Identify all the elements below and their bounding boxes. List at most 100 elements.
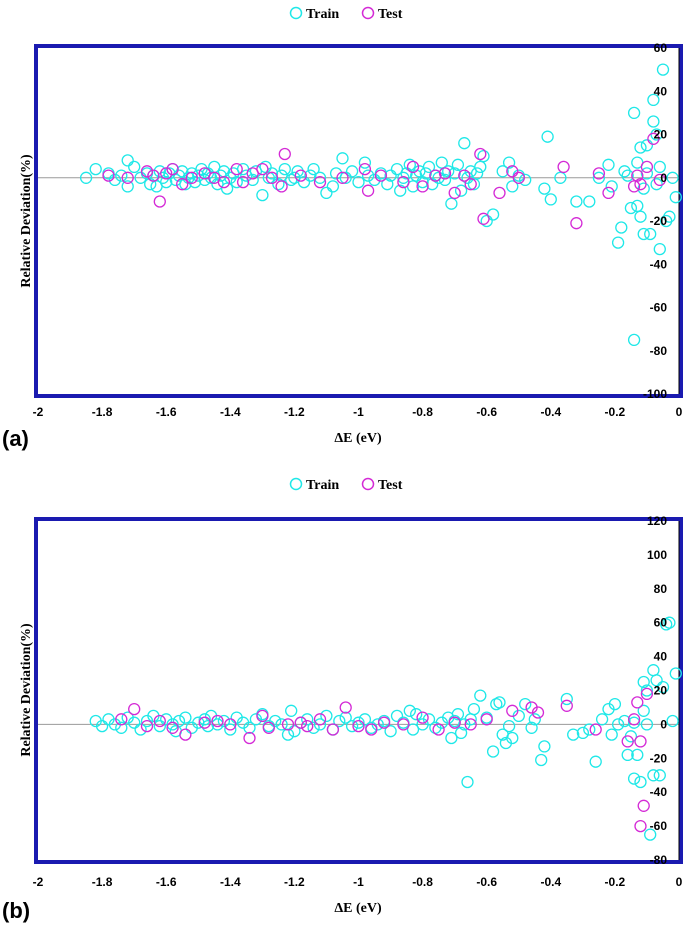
train-point xyxy=(663,210,676,223)
test-point xyxy=(211,714,224,728)
test-point xyxy=(560,699,573,712)
x-tick-label: -1.4 xyxy=(220,405,241,419)
train-point xyxy=(653,160,666,174)
test-point xyxy=(631,696,644,709)
legend-train-label: Train xyxy=(306,7,339,22)
train-point xyxy=(361,169,375,182)
x-tick-label: -0.2 xyxy=(605,405,626,419)
test-point xyxy=(647,132,660,145)
test-point xyxy=(301,719,314,733)
train-point xyxy=(669,667,682,680)
y-tick-label: 40 xyxy=(654,84,668,98)
panel-label-a: (a) xyxy=(2,426,29,451)
y-tick-label: 20 xyxy=(654,128,668,142)
test-point xyxy=(198,716,211,729)
y-ticks-b: -80 -60 -40 -20 0 20 40 60 80 100 120 xyxy=(647,514,667,867)
y-tick-label: -20 xyxy=(650,214,668,228)
train-point xyxy=(502,719,516,733)
test-point xyxy=(115,713,128,726)
train-point xyxy=(307,721,320,734)
x-tick-label: -0.6 xyxy=(476,875,497,889)
y-axis-label-a: Relative Deviation(%) xyxy=(19,154,34,288)
train-point xyxy=(634,141,647,154)
train-point xyxy=(605,180,618,193)
x-tick-label: -1.2 xyxy=(284,405,305,419)
train-point xyxy=(422,160,436,174)
legend-test-label: Test xyxy=(378,478,403,493)
test-point xyxy=(153,195,166,208)
train-point xyxy=(637,675,650,689)
train-point xyxy=(519,173,532,187)
test-point xyxy=(160,167,173,180)
train-point xyxy=(345,719,359,733)
train-point xyxy=(567,728,580,741)
train-point xyxy=(198,713,211,726)
train-point xyxy=(506,180,519,193)
train-point xyxy=(384,169,397,182)
train-point xyxy=(576,726,590,740)
test-point xyxy=(278,147,291,161)
train-point xyxy=(611,718,625,731)
train-point xyxy=(394,184,407,197)
train-point xyxy=(243,721,256,734)
train-point xyxy=(541,130,554,143)
x-axis-label-a: ΔE (eV) xyxy=(334,431,382,446)
test-point xyxy=(474,147,487,161)
test-point xyxy=(275,180,288,193)
test-point xyxy=(397,175,410,189)
train-point xyxy=(134,723,147,736)
x-tick-label: -0.4 xyxy=(540,875,561,889)
train-point xyxy=(368,173,381,187)
test-point xyxy=(352,719,365,733)
test-point xyxy=(281,718,295,731)
test-point xyxy=(377,716,391,729)
test-point xyxy=(313,175,327,189)
train-point xyxy=(493,696,506,709)
test-point xyxy=(166,721,179,734)
train-point xyxy=(640,167,654,180)
marks-a xyxy=(38,48,682,394)
train-point xyxy=(285,704,298,717)
panel-b: Train Test -2 -1.8 -1.6 -1.4 -1.2 -1 -0.8 -0.6-… xyxy=(2,477,683,923)
y-tick-label: 20 xyxy=(654,684,668,698)
test-point xyxy=(637,799,650,812)
train-point xyxy=(621,169,634,182)
y-tick-label: 100 xyxy=(647,548,667,562)
test-point xyxy=(265,171,279,184)
test-point xyxy=(493,186,506,200)
test-point xyxy=(140,165,154,178)
train-point xyxy=(416,175,429,189)
y-tick-label: -80 xyxy=(650,344,668,358)
train-point xyxy=(624,201,638,215)
test-point xyxy=(230,162,243,176)
y-tick-label: -60 xyxy=(650,301,668,315)
train-point xyxy=(627,772,641,785)
test-point xyxy=(397,718,410,731)
train-point xyxy=(435,156,448,169)
train-point xyxy=(281,728,295,741)
y-tick-label: -40 xyxy=(650,785,668,799)
train-point xyxy=(352,716,365,729)
train-point xyxy=(461,775,474,789)
train-point xyxy=(656,680,670,694)
train-point xyxy=(470,167,484,180)
x-tick-label: -0.4 xyxy=(540,405,561,419)
train-point xyxy=(403,158,416,171)
test-point xyxy=(102,169,115,182)
train-point xyxy=(134,171,147,184)
x-tick-label: -0.8 xyxy=(412,875,433,889)
train-point xyxy=(535,753,548,767)
x-tick-label: -1.6 xyxy=(156,405,177,419)
test-point xyxy=(557,160,570,174)
train-point xyxy=(400,167,413,180)
train-point xyxy=(647,115,660,128)
test-point xyxy=(262,721,275,734)
train-point xyxy=(544,193,557,206)
train-point xyxy=(313,171,327,184)
train-point xyxy=(304,169,317,182)
train-point xyxy=(640,684,654,697)
marks-b xyxy=(38,521,682,860)
test-point xyxy=(631,169,644,182)
test-point xyxy=(602,186,615,200)
